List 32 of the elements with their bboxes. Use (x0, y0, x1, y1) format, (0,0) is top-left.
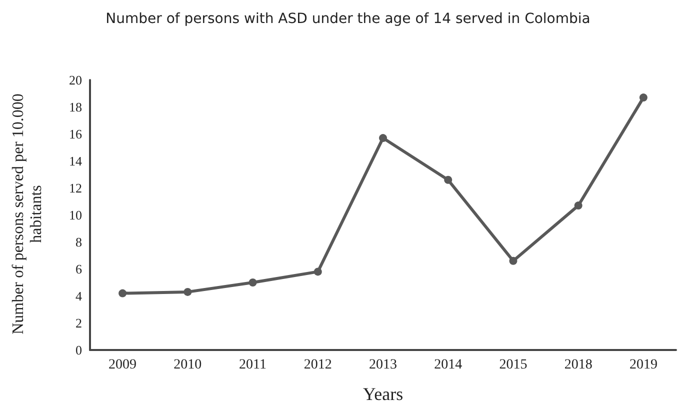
point (248, 278, 257, 286)
y-tick-label: 16 (69, 126, 82, 142)
x-tick-label: 2009 (108, 358, 137, 372)
point (574, 202, 582, 210)
point (639, 94, 648, 102)
x-tick-label: 2019 (629, 358, 658, 372)
x-tick-label: 2013 (369, 358, 397, 372)
chart-title: Number of persons with ASD under the age of 14 served in Colombia (104, 10, 592, 29)
y-tick-label: 0 (76, 342, 82, 358)
x-axis-title: Years (362, 384, 404, 404)
x-tick-label: 2015 (499, 358, 528, 372)
y-tick-label: 10 (69, 208, 82, 222)
x-tick-label: 2011 (239, 358, 267, 372)
y-tick-label: 20 (69, 72, 82, 88)
y-axis-title: Number of persons served per 10.000 habitants (10, 92, 46, 336)
point (379, 134, 387, 142)
x-tick-label: 2018 (564, 358, 592, 372)
y-tick-label: 8 (76, 234, 82, 250)
y-tick-label: 6 (76, 262, 82, 276)
x-tick-label: 2012 (304, 358, 332, 372)
y-tick-label: 2 (76, 316, 82, 330)
point (314, 268, 322, 276)
point (509, 256, 518, 265)
point (118, 289, 127, 298)
y-tick-label: 4 (76, 288, 82, 304)
point (444, 176, 452, 184)
x-tick-label: 2014 (434, 358, 462, 372)
point (184, 288, 192, 296)
x-tick-label: 2010 (174, 358, 202, 372)
y-tick-label: 14 (69, 154, 82, 168)
y-tick-label: 18 (69, 100, 82, 114)
y-tick-label: 12 (69, 180, 82, 196)
